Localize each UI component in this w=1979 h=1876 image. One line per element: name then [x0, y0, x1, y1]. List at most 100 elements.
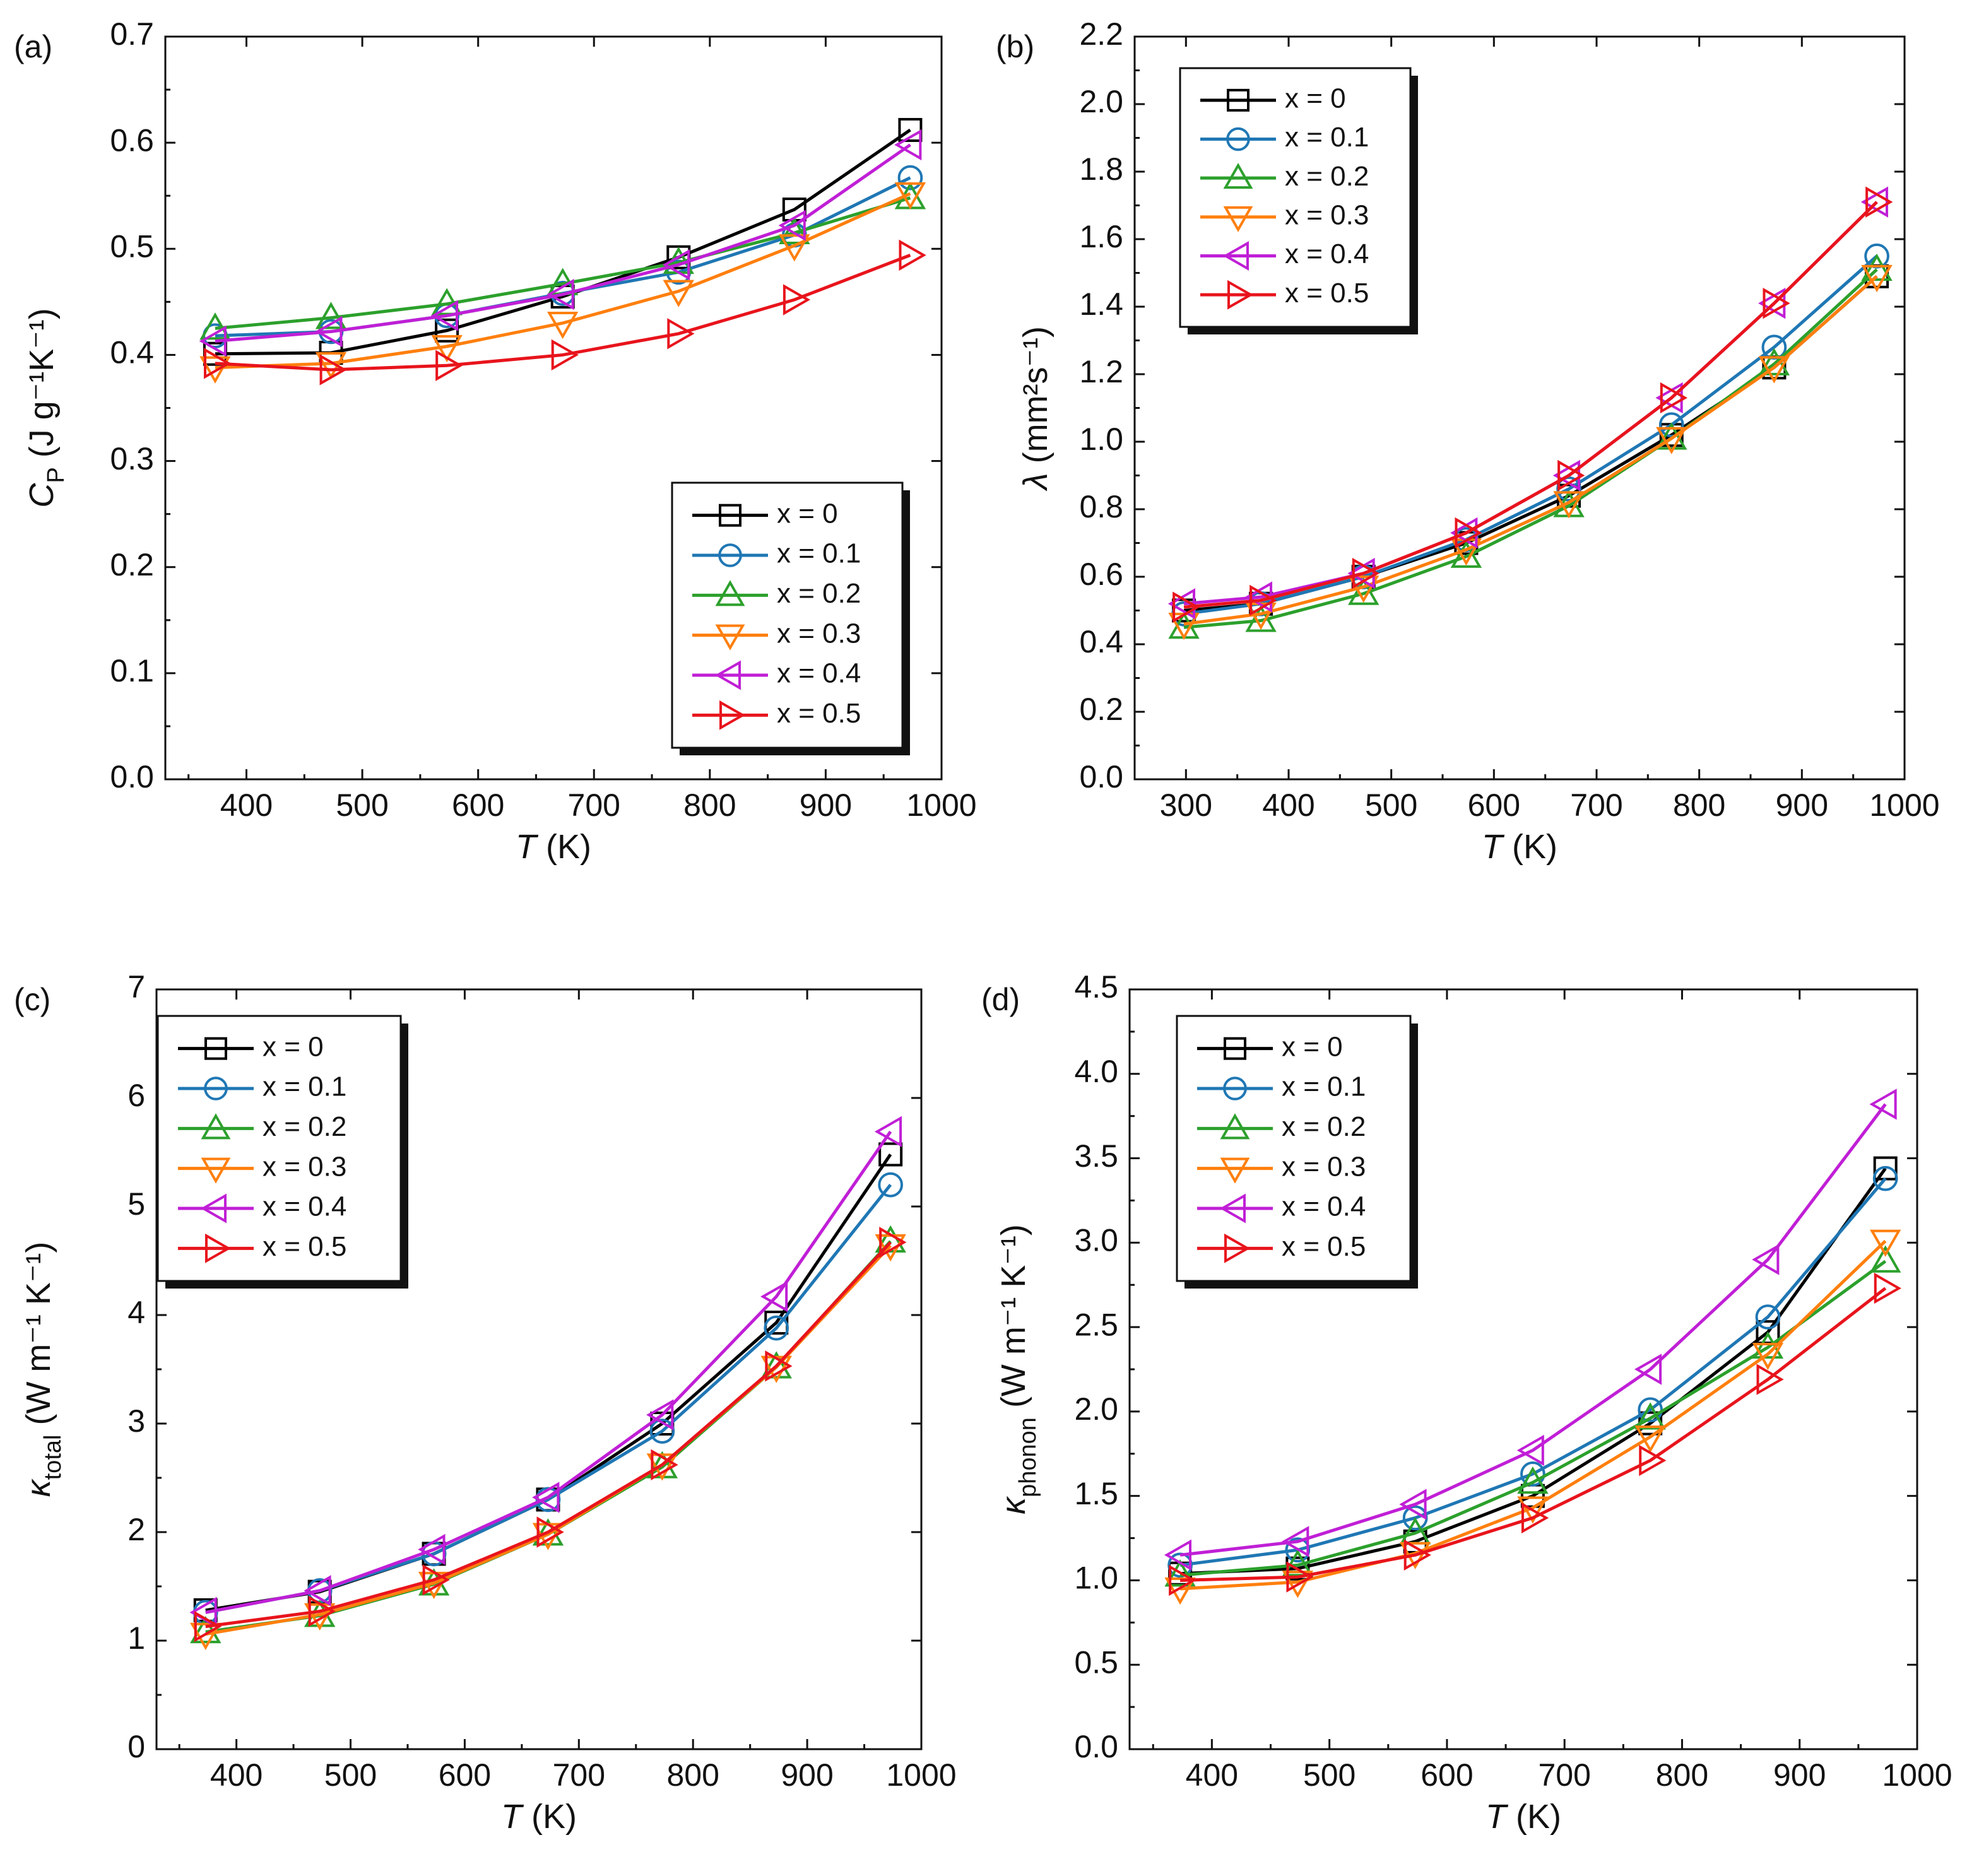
panel-a-point-x-0-5-373: [204, 348, 232, 379]
panel-a-point-x-0-4-673: [546, 278, 574, 310]
panel-c-point-x-0-4-873: [760, 1281, 788, 1313]
panel-c-legend-label-x-0-1: x = 0.1: [263, 1071, 346, 1102]
panel-b-ytick-label: 0.4: [1079, 624, 1123, 659]
panel-c-point-x-0-4-473: [304, 1575, 331, 1607]
panel-b-legend-box: [1179, 67, 1412, 328]
panel-c-point-x-0-3-373: [190, 1622, 222, 1650]
panel-d-legend-marker-x-0-1: [1223, 1077, 1247, 1100]
panel-d-point-x-0-5-573: [1403, 1539, 1431, 1571]
panel-c-series-x-0-5: [194, 1227, 907, 1643]
panel-c-xtick-label: 500: [324, 1757, 377, 1793]
panel-d-point-x-0-5-373: [1169, 1564, 1196, 1596]
panel-a-xlabel-unit: (K): [536, 828, 591, 866]
panel-a-xtick-label: 600: [452, 788, 504, 823]
panel-b-point-x-0-1-773: [1658, 412, 1684, 438]
panel-c: (c) 400 500 600 700 800 900 1000 0 1 2 3 4 5 6 7 T (K) κt…: [14, 969, 957, 1836]
panel-b-ytick-label: 2.0: [1079, 84, 1123, 119]
panel-a-point-x-0-3-673: [546, 312, 579, 339]
panel-c-xtick-label: 1000: [886, 1757, 956, 1793]
panel-b-ytick-label: 1.0: [1079, 422, 1123, 457]
panel-c-point-x-0-973: [878, 1142, 903, 1167]
panel-c-point-x-0-5-673: [536, 1516, 564, 1548]
panel-a-ytick-label: 0.6: [110, 122, 154, 158]
panel-b-point-x-0-4-973: [1860, 186, 1889, 218]
panel-a-xlabel-main: T: [516, 828, 539, 866]
panel-d-point-x-0-5-873: [1756, 1364, 1784, 1395]
panel-c-ylabel-unit: (W m⁻¹ K⁻¹): [20, 1242, 57, 1435]
panel-c-point-x-0-1-873: [764, 1315, 789, 1341]
panel-c-legend-marker-x-0-5: [205, 1233, 232, 1263]
panel-a-ylabel-unit: (J g⁻¹K⁻¹): [23, 308, 61, 467]
panel-a-point-x-0-5-973: [899, 239, 926, 271]
panel-c-ytick-label: 7: [127, 969, 145, 1005]
panel-a-point-x-0-5-473: [319, 354, 347, 386]
panel-b-xtick-label: 400: [1262, 788, 1314, 823]
panel-c-series-line-x-0-2: [205, 1240, 892, 1634]
panel-b-point-x-0-4-673: [1552, 459, 1581, 492]
panel-a-point-x-0-2-873: [779, 216, 810, 245]
panel-c-series-line-x-0-4: [205, 1130, 892, 1614]
panel-b-point-x-0-4-873: [1758, 287, 1786, 319]
panel-a-legend-marker-x-0-1: [718, 543, 742, 567]
panel-b-ytick-label: 1.6: [1079, 219, 1123, 254]
panel-a-point-x-0-3-773: [663, 280, 694, 307]
panel-b-legend-marker-x-0-4: [1222, 241, 1249, 271]
panel-a-ylabel: CP (J g⁻¹K⁻¹): [23, 308, 69, 507]
panel-a-point-x-0-5-873: [783, 284, 811, 316]
panel-b-legend-marker-x-0: [1227, 88, 1249, 112]
panel-c-point-x-0-5-973: [879, 1227, 907, 1258]
panel-d-series-x-0-3: [1164, 1229, 1901, 1605]
panel-b-ytick-label: 0.2: [1079, 692, 1123, 727]
panel-a-xlabel: T (K): [516, 828, 591, 866]
panel-d-legend-marker-x-0-3: [1220, 1157, 1250, 1184]
panel-c-ytick-label: 5: [127, 1186, 145, 1222]
panel-a-xtick-label: 400: [220, 788, 273, 823]
panel-c-legend-marker-x-0-4: [200, 1193, 227, 1224]
panel-b-ylabel-unit: (mm²s⁻¹): [1017, 326, 1054, 473]
panel-a-legend-label-x-0: x = 0: [777, 498, 838, 529]
panel-c-legend-box: [157, 1015, 402, 1282]
panel-d-ylabel-main: κ: [995, 1495, 1032, 1514]
panel-b-xtick-label: 700: [1570, 788, 1622, 823]
panel-c-label: (c): [14, 982, 50, 1017]
panel-b-ytick-label: 1.2: [1079, 354, 1123, 389]
panel-b-point-x-0-4-473: [1347, 557, 1375, 589]
panel-d-point-x-0-4-673: [1516, 1434, 1544, 1466]
panel-d-ytick-label: 4.5: [1074, 969, 1118, 1005]
panel-d-xtick-label: 1000: [1882, 1757, 1952, 1793]
panel-b-ytick-label: 0.6: [1079, 557, 1123, 592]
panel-a-legend-label-x-0-4: x = 0.4: [777, 658, 861, 689]
panel-a-ytick-label: 0.5: [110, 228, 154, 264]
panel-d-label: (d): [981, 982, 1020, 1017]
panel-d-legend-label-x-0-4: x = 0.4: [1282, 1191, 1366, 1222]
panel-d-ytick-label: 0.0: [1074, 1729, 1118, 1764]
panel-b-point-x-0-4-573: [1450, 517, 1478, 549]
panel-d-series-x-0-4: [1164, 1088, 1897, 1571]
panel-d-legend-label-x-0-1: x = 0.1: [1282, 1071, 1366, 1102]
panel-d-point-x-0-3-473: [1282, 1571, 1314, 1598]
panel-b-legend-label-x-0: x = 0: [1285, 83, 1346, 114]
panel-c-xtick-label: 400: [210, 1757, 263, 1793]
panel-d-legend-label-x-0-2: x = 0.2: [1282, 1111, 1366, 1142]
panel-b-point-x-0-3-773: [1656, 427, 1687, 454]
panel-a-point-x-0-3-973: [894, 182, 926, 210]
panel-b-point-x-0-5-373: [1249, 584, 1277, 616]
panel-c-legend-label-x-0-5: x = 0.5: [263, 1231, 346, 1262]
panel-a-legend-marker-x-0-5: [719, 700, 746, 730]
panel-d-point-x-0-4-473: [1282, 1526, 1309, 1557]
panel-b-point-x-0-3-973: [1861, 264, 1893, 293]
panel-a-point-x-0-3-873: [779, 234, 810, 262]
panel-d-point-x-0-2-973: [1870, 1245, 1901, 1273]
panel-a-legend-box: [671, 481, 904, 749]
panel-b-point-x-0-3-873: [1758, 356, 1790, 384]
panel-d: (d) 400 500 600 700 800 900 1000 0.0 0.5 1.0 1.5 2.0…: [981, 969, 1952, 1836]
panel-d-legend-marker-x-0: [1224, 1037, 1246, 1060]
panel-d-ytick-label: 3.0: [1074, 1223, 1118, 1258]
panel-b-xlabel: T (K): [1482, 828, 1557, 866]
panel-a-point-x-0-4-373: [199, 325, 227, 357]
panel-d-ytick-label: 0.5: [1074, 1644, 1118, 1680]
panel-b-legend-marker-x-0-2: [1223, 163, 1253, 189]
panel-a-label: (a): [14, 29, 52, 64]
panel-d-legend-marker-x-0-5: [1224, 1233, 1251, 1263]
